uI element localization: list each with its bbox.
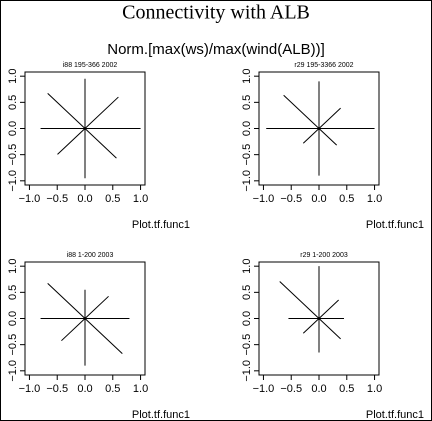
y-tick-label: 1.0	[241, 259, 253, 274]
panel-title: i88 1-200 2003	[67, 252, 114, 259]
x-tick-label: 1.0	[133, 383, 148, 395]
y-tick-label: 0.0	[241, 121, 253, 136]
ray	[61, 318, 86, 342]
y-tick-label: 0.0	[7, 121, 19, 136]
x-axis-label: Plot.tf.func1	[366, 219, 424, 231]
y-tick-label: −1.0	[7, 170, 19, 192]
y-tick-label: 0.5	[7, 285, 19, 300]
x-axis-label: Plot.tf.func1	[132, 409, 190, 421]
y-tick-label: −1.0	[241, 360, 253, 382]
x-tick-label: −0.5	[280, 193, 302, 205]
ray	[318, 128, 338, 146]
y-tick-label: −0.5	[241, 144, 253, 166]
x-tick-label: −0.5	[46, 193, 68, 205]
y-tick-label: −0.5	[7, 144, 19, 166]
y-tick-label: −0.5	[7, 334, 19, 356]
x-tick-label: 0.5	[105, 193, 120, 205]
x-tick-label: 0.0	[311, 383, 326, 395]
y-tick-label: −0.5	[241, 334, 253, 356]
ray	[318, 299, 339, 319]
x-axis-label: Plot.tf.func1	[132, 219, 190, 231]
ray	[47, 92, 86, 129]
x-tick-label: 0.0	[77, 383, 92, 395]
x-tick-label: 0.0	[311, 193, 326, 205]
panel-title: r29 1-200 2003	[300, 252, 348, 259]
ray	[84, 128, 117, 159]
figure-subtitle: Norm.[max(ws)/max(wind(ALB))]	[107, 41, 325, 58]
ray	[47, 282, 86, 319]
y-tick-label: 1.0	[241, 69, 253, 84]
ray	[84, 96, 119, 129]
x-tick-label: −1.0	[253, 383, 275, 395]
y-tick-label: 0.5	[241, 95, 253, 110]
ray	[84, 295, 109, 319]
x-tick-label: −1.0	[253, 193, 275, 205]
y-tick-label: −1.0	[7, 360, 19, 382]
ray	[318, 107, 341, 129]
ray	[302, 128, 320, 144]
y-tick-label: 1.0	[7, 259, 19, 274]
y-tick-label: 1.0	[7, 69, 19, 84]
y-tick-label: 0.5	[7, 95, 19, 110]
x-tick-label: 1.0	[133, 193, 148, 205]
ray	[279, 281, 320, 319]
figure-title: Connectivity with ALB	[122, 2, 310, 24]
x-axis-label: Plot.tf.func1	[366, 409, 424, 421]
x-tick-label: 0.5	[105, 383, 120, 395]
y-tick-label: −1.0	[241, 170, 253, 192]
x-tick-label: 0.5	[339, 193, 354, 205]
ray	[283, 94, 320, 129]
x-tick-label: 0.0	[77, 193, 92, 205]
panel-title: r29 195-3366 2002	[294, 62, 353, 69]
x-tick-label: −0.5	[280, 383, 302, 395]
y-tick-label: 0.0	[7, 311, 19, 326]
x-tick-label: 1.0	[367, 193, 382, 205]
x-tick-label: 1.0	[367, 383, 382, 395]
ray	[302, 318, 320, 334]
ray	[84, 318, 123, 355]
ray	[57, 128, 86, 155]
panel-title: i88 195-366 2002	[63, 62, 118, 69]
x-tick-label: −1.0	[19, 383, 41, 395]
x-tick-label: −1.0	[19, 193, 41, 205]
x-tick-label: −0.5	[46, 383, 68, 395]
y-tick-label: 0.5	[241, 285, 253, 300]
y-tick-label: 0.0	[241, 311, 253, 326]
x-tick-label: 0.5	[339, 383, 354, 395]
ray	[318, 318, 341, 340]
